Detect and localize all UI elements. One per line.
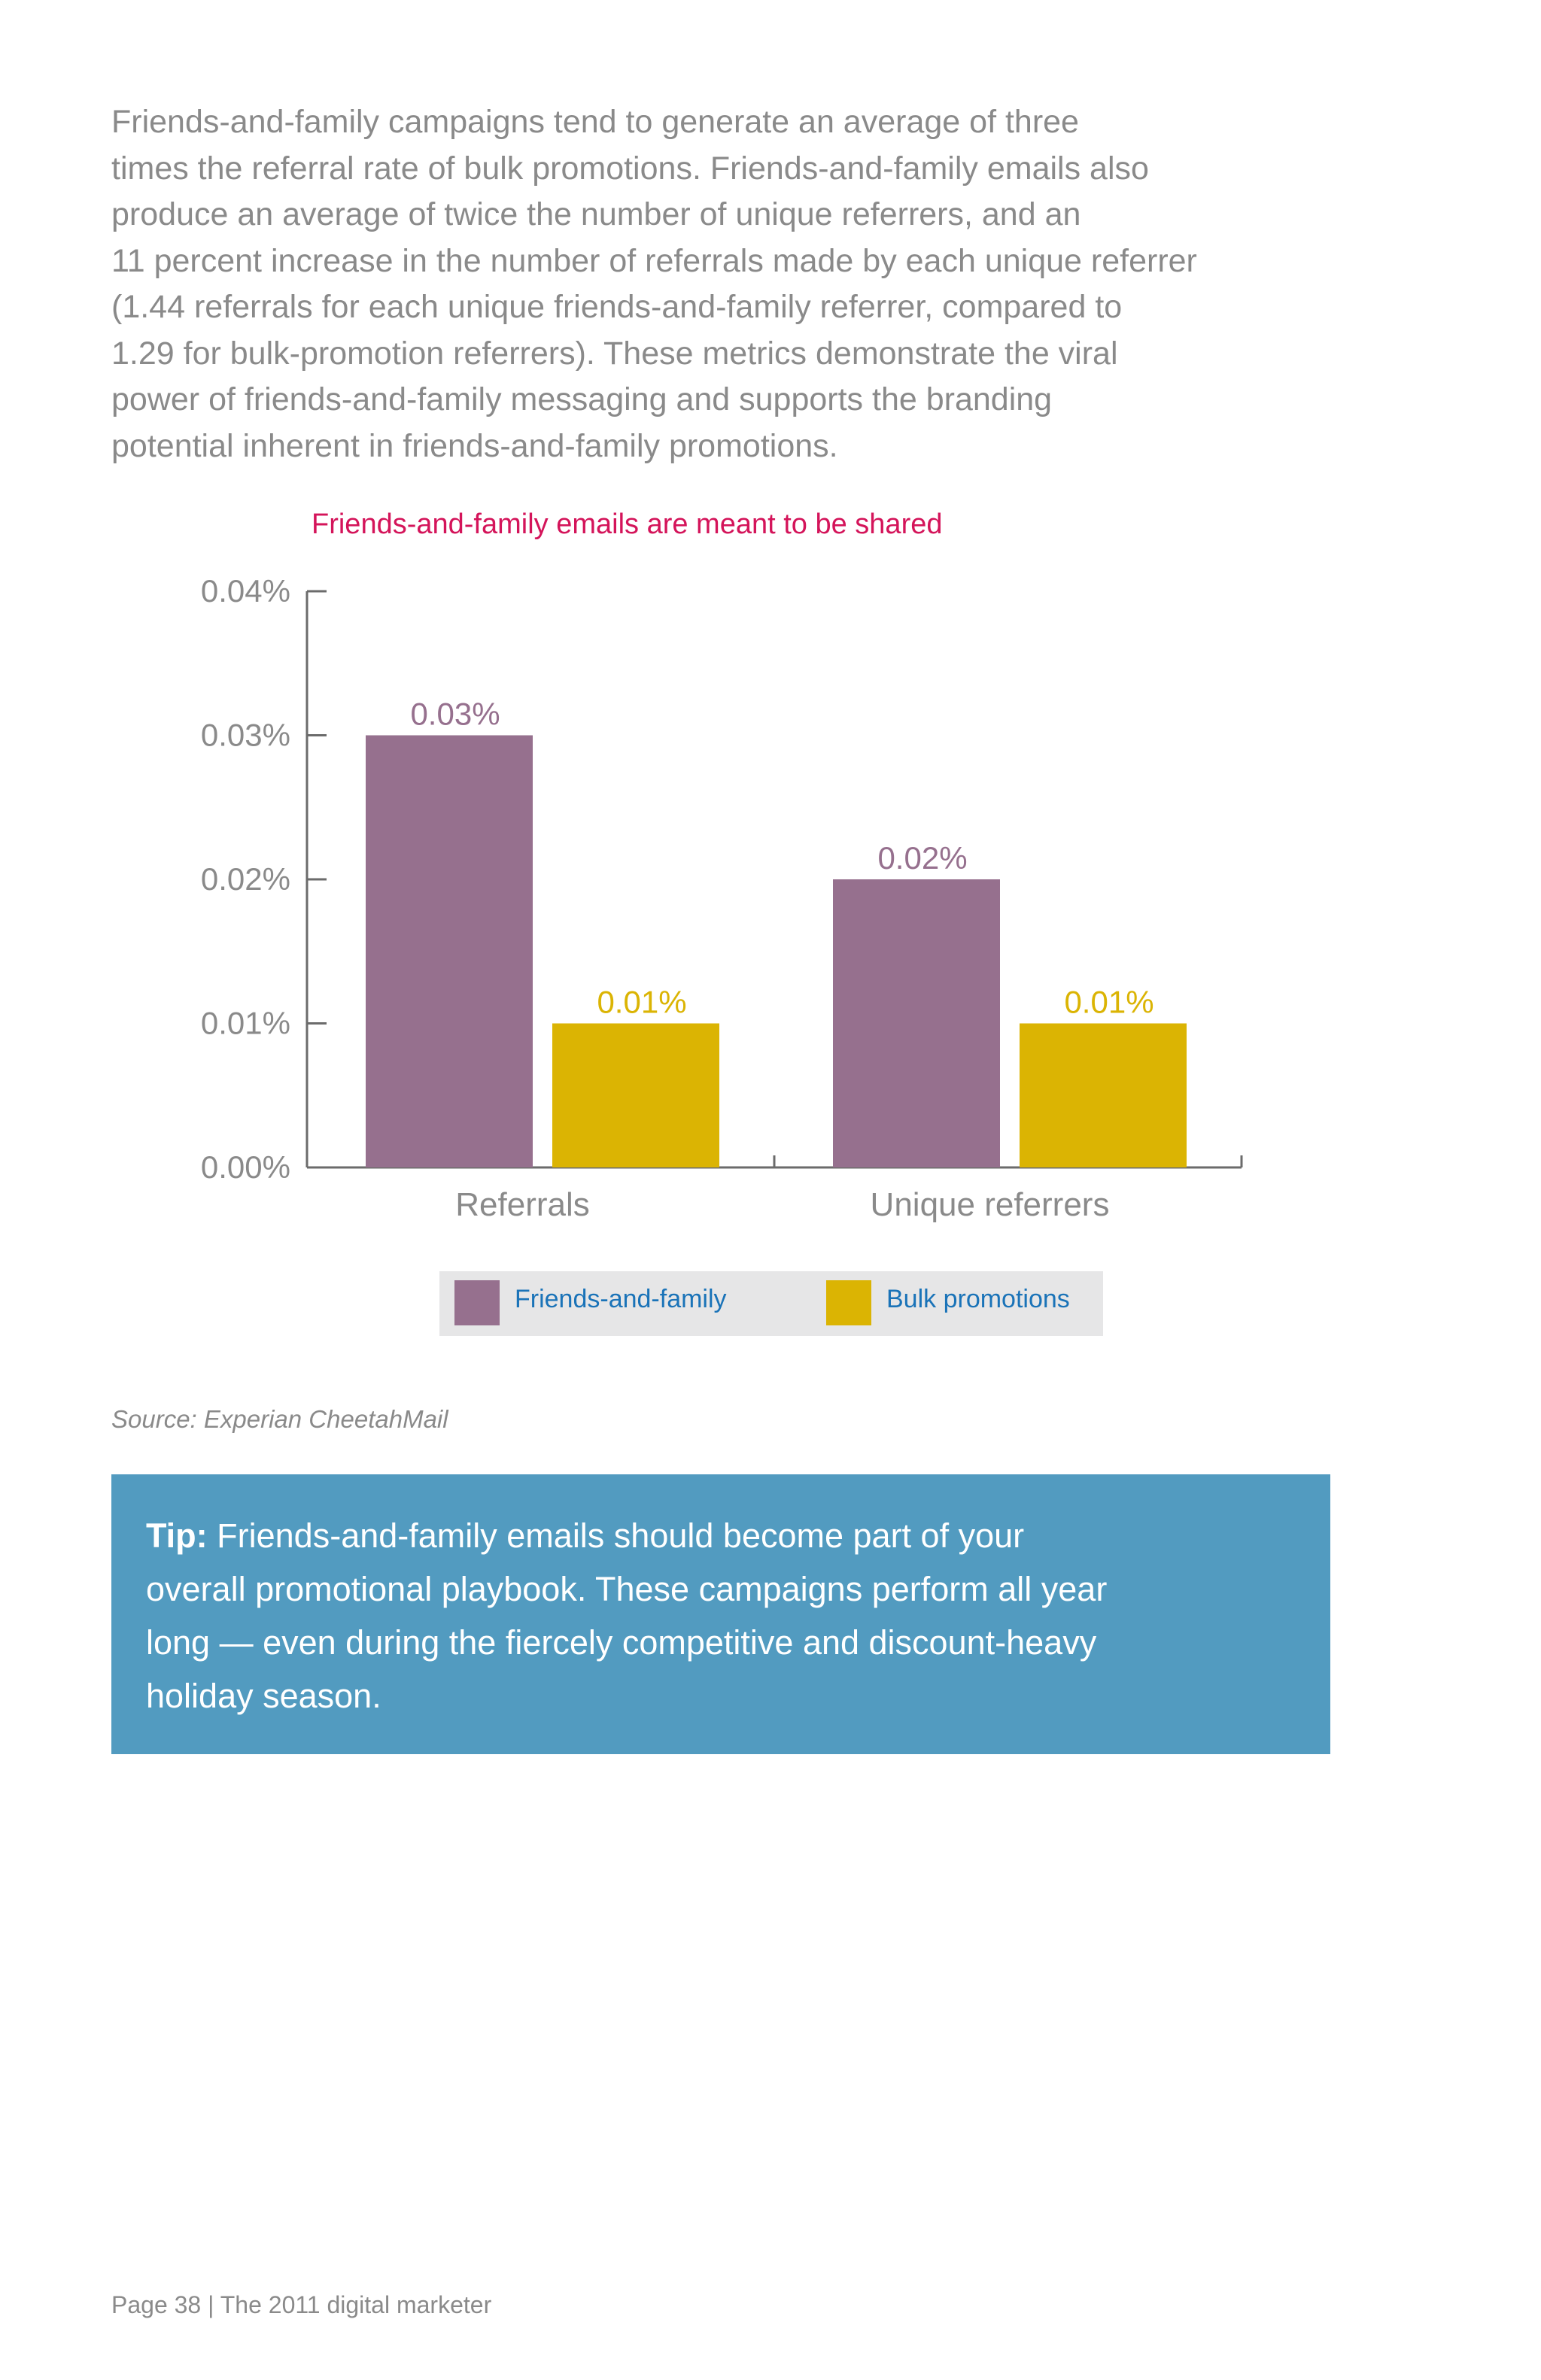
tip-line: holiday season. <box>146 1677 381 1715</box>
intro-line: produce an average of twice the number o… <box>111 196 1081 232</box>
intro-line: power of friends-and-family messaging an… <box>111 381 1053 417</box>
y-tick-label: 0.03% <box>201 718 290 753</box>
chart-legend: Friends-and-family Bulk promotions <box>439 1271 1103 1336</box>
tip-line: overall promotional playbook. These camp… <box>146 1570 1108 1608</box>
page-footer: Page 38 | The 2011 digital marketer <box>111 2291 492 2318</box>
legend-swatch-friends-and-family <box>454 1280 500 1325</box>
bar-friends-and-family <box>366 735 533 1167</box>
y-tick-label: 0.02% <box>201 861 290 897</box>
data-label: 0.02% <box>877 840 967 876</box>
intro-line: (1.44 referrals for each unique friends-… <box>111 289 1123 325</box>
category-label: Referrals <box>455 1186 590 1223</box>
chart-title: Friends-and-family emails are meant to b… <box>312 508 943 540</box>
bar-bulk-promotions <box>552 1023 719 1167</box>
bar-bulk-promotions <box>1020 1023 1187 1167</box>
tip-box: Tip: Friends-and-family emails should be… <box>111 1474 1330 1754</box>
bar-friends-and-family <box>833 879 1000 1167</box>
tip-line: Tip: Friends-and-family emails should be… <box>146 1509 1296 1562</box>
category-label: Unique referrers <box>871 1186 1110 1223</box>
source-note: Source: Experian CheetahMail <box>111 1405 448 1433</box>
data-label: 0.01% <box>597 985 686 1020</box>
legend-label-friends-and-family: Friends-and-family <box>515 1285 727 1313</box>
y-tick-label: 0.04% <box>201 573 290 609</box>
bar-chart: 0.00% 0.01% 0.02% 0.03% 0.04% 0.03% 0.01% Refer… <box>201 573 1243 1223</box>
tip-label: Tip: <box>146 1516 208 1555</box>
intro-line: 11 percent increase in the number of ref… <box>111 242 1197 279</box>
data-label: 0.03% <box>410 697 500 732</box>
intro-line: 1.29 for bulk-promotion referrers). Thes… <box>111 335 1118 372</box>
y-tick-label: 0.00% <box>201 1149 290 1185</box>
legend-swatch-bulk-promotions <box>826 1280 871 1325</box>
tip-first-line: Friends-and-family emails should become … <box>207 1516 1025 1555</box>
intro-line: potential inherent in friends-and-family… <box>111 427 838 464</box>
intro-line: Friends-and-family campaigns tend to gen… <box>111 104 1079 140</box>
legend-label-bulk-promotions: Bulk promotions <box>886 1285 1070 1313</box>
y-tick-label: 0.01% <box>201 1006 290 1041</box>
tip-line: long — even during the fiercely competit… <box>146 1623 1097 1662</box>
intro-line: times the referral rate of bulk promotio… <box>111 150 1149 187</box>
intro-paragraph: Friends-and-family campaigns tend to gen… <box>111 99 1345 469</box>
data-label: 0.01% <box>1064 985 1153 1020</box>
